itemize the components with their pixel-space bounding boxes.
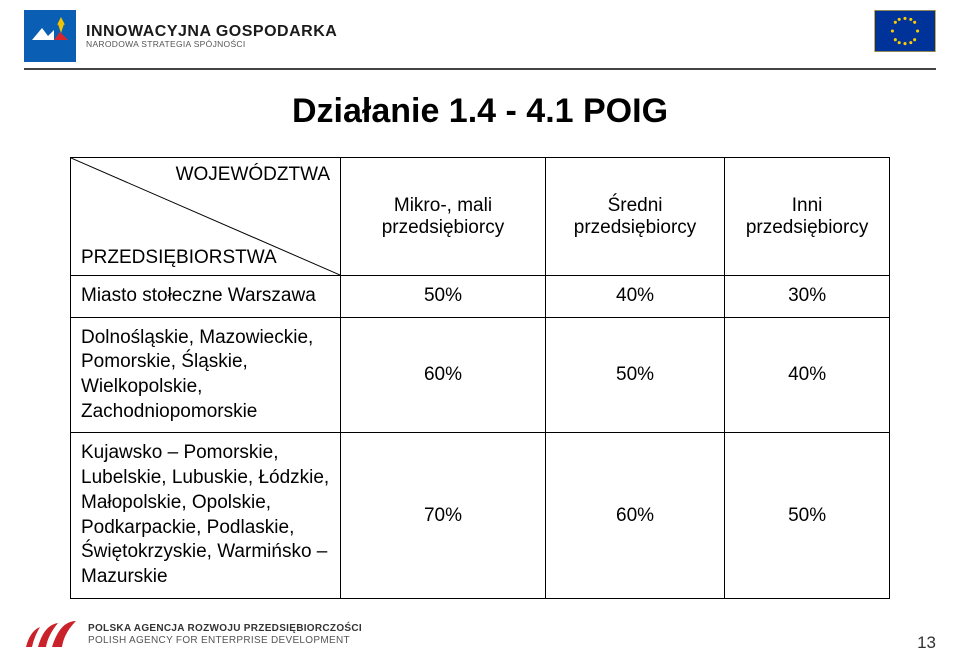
row-label: Kujawsko – Pomorskie, Lubelskie, Lubuski… — [71, 433, 341, 598]
eu-flag-icon — [874, 10, 936, 52]
parp-text: POLSKA AGENCJA ROZWOJU PRZEDSIĘBIORCZOŚC… — [88, 623, 362, 648]
ig-logo-icon — [24, 10, 76, 62]
brand-main: INNOWACYJNA GOSPODARKA — [86, 23, 337, 41]
page-number: 13 — [917, 633, 936, 653]
corner-cell: WOJEWÓDZTWA PRZEDSIĘBIORSTWA — [71, 158, 341, 276]
brand-left: INNOWACYJNA GOSPODARKA NARODOWA STRATEGI… — [24, 10, 337, 62]
page-title: Działanie 1.4 - 4.1 POIG — [0, 92, 960, 131]
cell-value: 40% — [545, 276, 724, 318]
parp-line1: POLSKA AGENCJA ROZWOJU PRZEDSIĘBIORCZOŚC… — [88, 623, 362, 636]
column-header: Inni przedsiębiorcy — [725, 158, 890, 276]
brand-sub: NARODOWA STRATEGIA SPÓJNOŚCI — [86, 40, 337, 49]
table-row: Miasto stołeczne Warszawa 50% 40% 30% — [71, 276, 890, 318]
parp-brand: POLSKA AGENCJA ROZWOJU PRZEDSIĘBIORCZOŚC… — [24, 617, 362, 653]
cell-value: 40% — [725, 317, 890, 433]
header: INNOWACYJNA GOSPODARKA NARODOWA STRATEGI… — [0, 0, 960, 62]
header-divider — [24, 68, 936, 70]
cell-value: 50% — [725, 433, 890, 598]
row-label: Miasto stołeczne Warszawa — [71, 276, 341, 318]
cell-value: 60% — [545, 433, 724, 598]
table-row: Kujawsko – Pomorskie, Lubelskie, Lubuski… — [71, 433, 890, 598]
cell-value: 70% — [341, 433, 546, 598]
cell-value: 60% — [341, 317, 546, 433]
data-table: WOJEWÓDZTWA PRZEDSIĘBIORSTWA Mikro-, mal… — [70, 157, 890, 599]
corner-bottom-label: PRZEDSIĘBIORSTWA — [81, 247, 277, 269]
corner-top-label: WOJEWÓDZTWA — [176, 164, 330, 186]
cell-value: 50% — [545, 317, 724, 433]
parp-line2: POLISH AGENCY FOR ENTERPRISE DEVELOPMENT — [88, 635, 362, 648]
column-header: Średni przedsiębiorcy — [545, 158, 724, 276]
brand-text: INNOWACYJNA GOSPODARKA NARODOWA STRATEGI… — [86, 23, 337, 50]
cell-value: 30% — [725, 276, 890, 318]
table-row: Dolnośląskie, Mazowieckie, Pomorskie, Śl… — [71, 317, 890, 433]
parp-logo-icon — [24, 617, 78, 653]
row-label: Dolnośląskie, Mazowieckie, Pomorskie, Śl… — [71, 317, 341, 433]
column-header: Mikro-, mali przedsiębiorcy — [341, 158, 546, 276]
cell-value: 50% — [341, 276, 546, 318]
table-header-row: WOJEWÓDZTWA PRZEDSIĘBIORSTWA Mikro-, mal… — [71, 158, 890, 276]
footer: POLSKA AGENCJA ROZWOJU PRZEDSIĘBIORCZOŚC… — [24, 617, 936, 653]
